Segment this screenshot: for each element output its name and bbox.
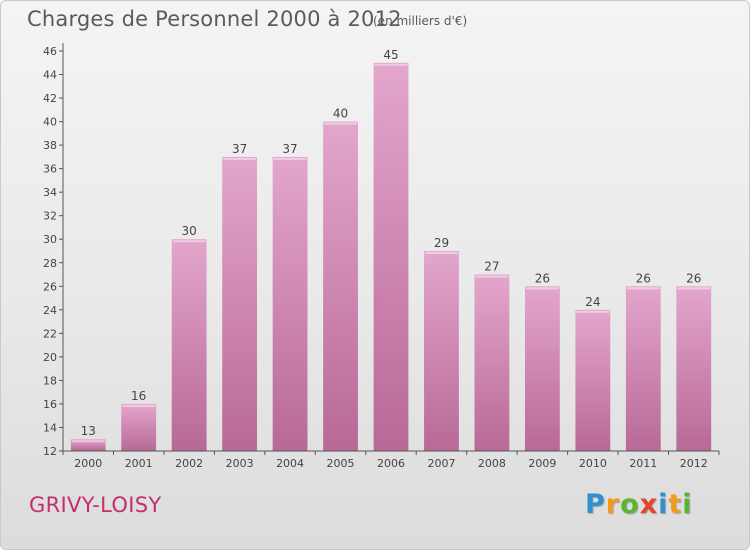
bar-highlight-2009 [525, 287, 559, 290]
data-label-2001: 16 [131, 389, 146, 403]
chart-title: Charges de Personnel 2000 à 2012 [27, 7, 402, 31]
x-tick-label-2005: 2005 [327, 457, 355, 470]
bar-highlight-2008 [475, 275, 509, 278]
bar-2011 [625, 286, 661, 451]
data-label-2006: 45 [383, 48, 398, 62]
y-tick-label-40: 40 [43, 116, 57, 129]
bar-2000 [70, 439, 106, 451]
bar-highlight-2004 [273, 157, 307, 160]
x-tick-label-2008: 2008 [478, 457, 506, 470]
bar-highlight-2007 [425, 252, 458, 254]
y-tick-label-26: 26 [43, 280, 57, 293]
bar-highlight-2010 [576, 310, 610, 313]
bar-highlight-2006 [374, 63, 408, 66]
bar-2012 [676, 286, 712, 451]
data-label-2008: 27 [484, 260, 499, 274]
bar-2006 [373, 62, 409, 451]
bar-highlight-2012 [677, 287, 711, 290]
logo-letter: o [620, 489, 640, 520]
data-label-2002: 30 [182, 224, 197, 238]
x-tick-label-2000: 2000 [74, 457, 102, 470]
y-tick-label-12: 12 [43, 445, 57, 458]
x-tick-label-2001: 2001 [125, 457, 153, 470]
bars-group: 13 16 30 37 37 40 45 29 27 26 24 26 26 [70, 48, 712, 452]
logo-letter: r [605, 489, 621, 520]
bar-2009 [524, 286, 560, 451]
bar-2004 [272, 156, 308, 451]
data-label-2010: 24 [585, 295, 600, 309]
data-label-2000: 13 [81, 424, 96, 438]
data-label-2009: 26 [535, 271, 550, 285]
y-tick-label-20: 20 [43, 351, 57, 364]
logo-letter: i [682, 489, 693, 520]
bar-highlight-2002 [172, 240, 206, 243]
y-tick-label-16: 16 [43, 398, 57, 411]
bar-highlight-2005 [324, 122, 357, 125]
logo-letter: t [668, 489, 683, 520]
bar-2005 [323, 121, 358, 452]
bar-highlight-2011 [626, 287, 660, 290]
bar-highlight-2000 [71, 440, 105, 443]
data-label-2003: 37 [232, 142, 247, 156]
x-tick-label-2009: 2009 [528, 457, 556, 470]
y-tick-label-30: 30 [43, 233, 57, 246]
bar-highlight-2003 [223, 157, 257, 160]
bar-2010 [575, 309, 611, 451]
data-label-2005: 40 [333, 107, 348, 121]
data-label-2004: 37 [282, 142, 297, 156]
y-tick-label-18: 18 [43, 374, 57, 387]
x-tick-label-2007: 2007 [427, 457, 455, 470]
data-label-2007: 29 [434, 236, 449, 250]
data-label-2011: 26 [636, 271, 651, 285]
place-name: GRIVY-LOISY [29, 493, 162, 517]
y-tick-label-28: 28 [43, 257, 57, 270]
data-label-2012: 26 [686, 271, 701, 285]
logo-letter: i [658, 489, 669, 520]
y-tick-label-24: 24 [43, 304, 57, 317]
bar-2001 [121, 403, 157, 451]
x-tick-label-2004: 2004 [276, 457, 304, 470]
y-tick-label-46: 46 [43, 45, 57, 58]
y-tick-label-34: 34 [43, 186, 57, 199]
y-tick-label-32: 32 [43, 210, 57, 223]
bar-2002 [171, 239, 207, 451]
y-tick-label-42: 42 [43, 92, 57, 105]
y-tick-label-36: 36 [43, 163, 57, 176]
x-tick-label-2011: 2011 [629, 457, 657, 470]
bar-2003 [222, 156, 258, 451]
proxiti-logo: Proxiti [585, 489, 693, 520]
x-tick-label-2003: 2003 [226, 457, 254, 470]
x-tick-label-2002: 2002 [175, 457, 203, 470]
chart-subtitle: (en milliers d'€) [373, 14, 468, 28]
logo-letter: P [585, 489, 606, 520]
axes-group: 2000 2001 2002 2003 2004 2005 2006 2007 2008 2009… [43, 43, 720, 470]
logo-letter: x [639, 489, 659, 520]
bar-2008 [474, 274, 510, 451]
x-tick-label-2006: 2006 [377, 457, 405, 470]
y-tick-label-22: 22 [43, 327, 57, 340]
x-tick-label-2010: 2010 [579, 457, 607, 470]
y-tick-label-44: 44 [43, 69, 57, 82]
x-tick-label-2012: 2012 [680, 457, 708, 470]
bar-highlight-2001 [122, 404, 156, 407]
y-tick-label-38: 38 [43, 139, 57, 152]
y-tick-label-14: 14 [43, 421, 57, 434]
bar-2007 [424, 251, 459, 451]
